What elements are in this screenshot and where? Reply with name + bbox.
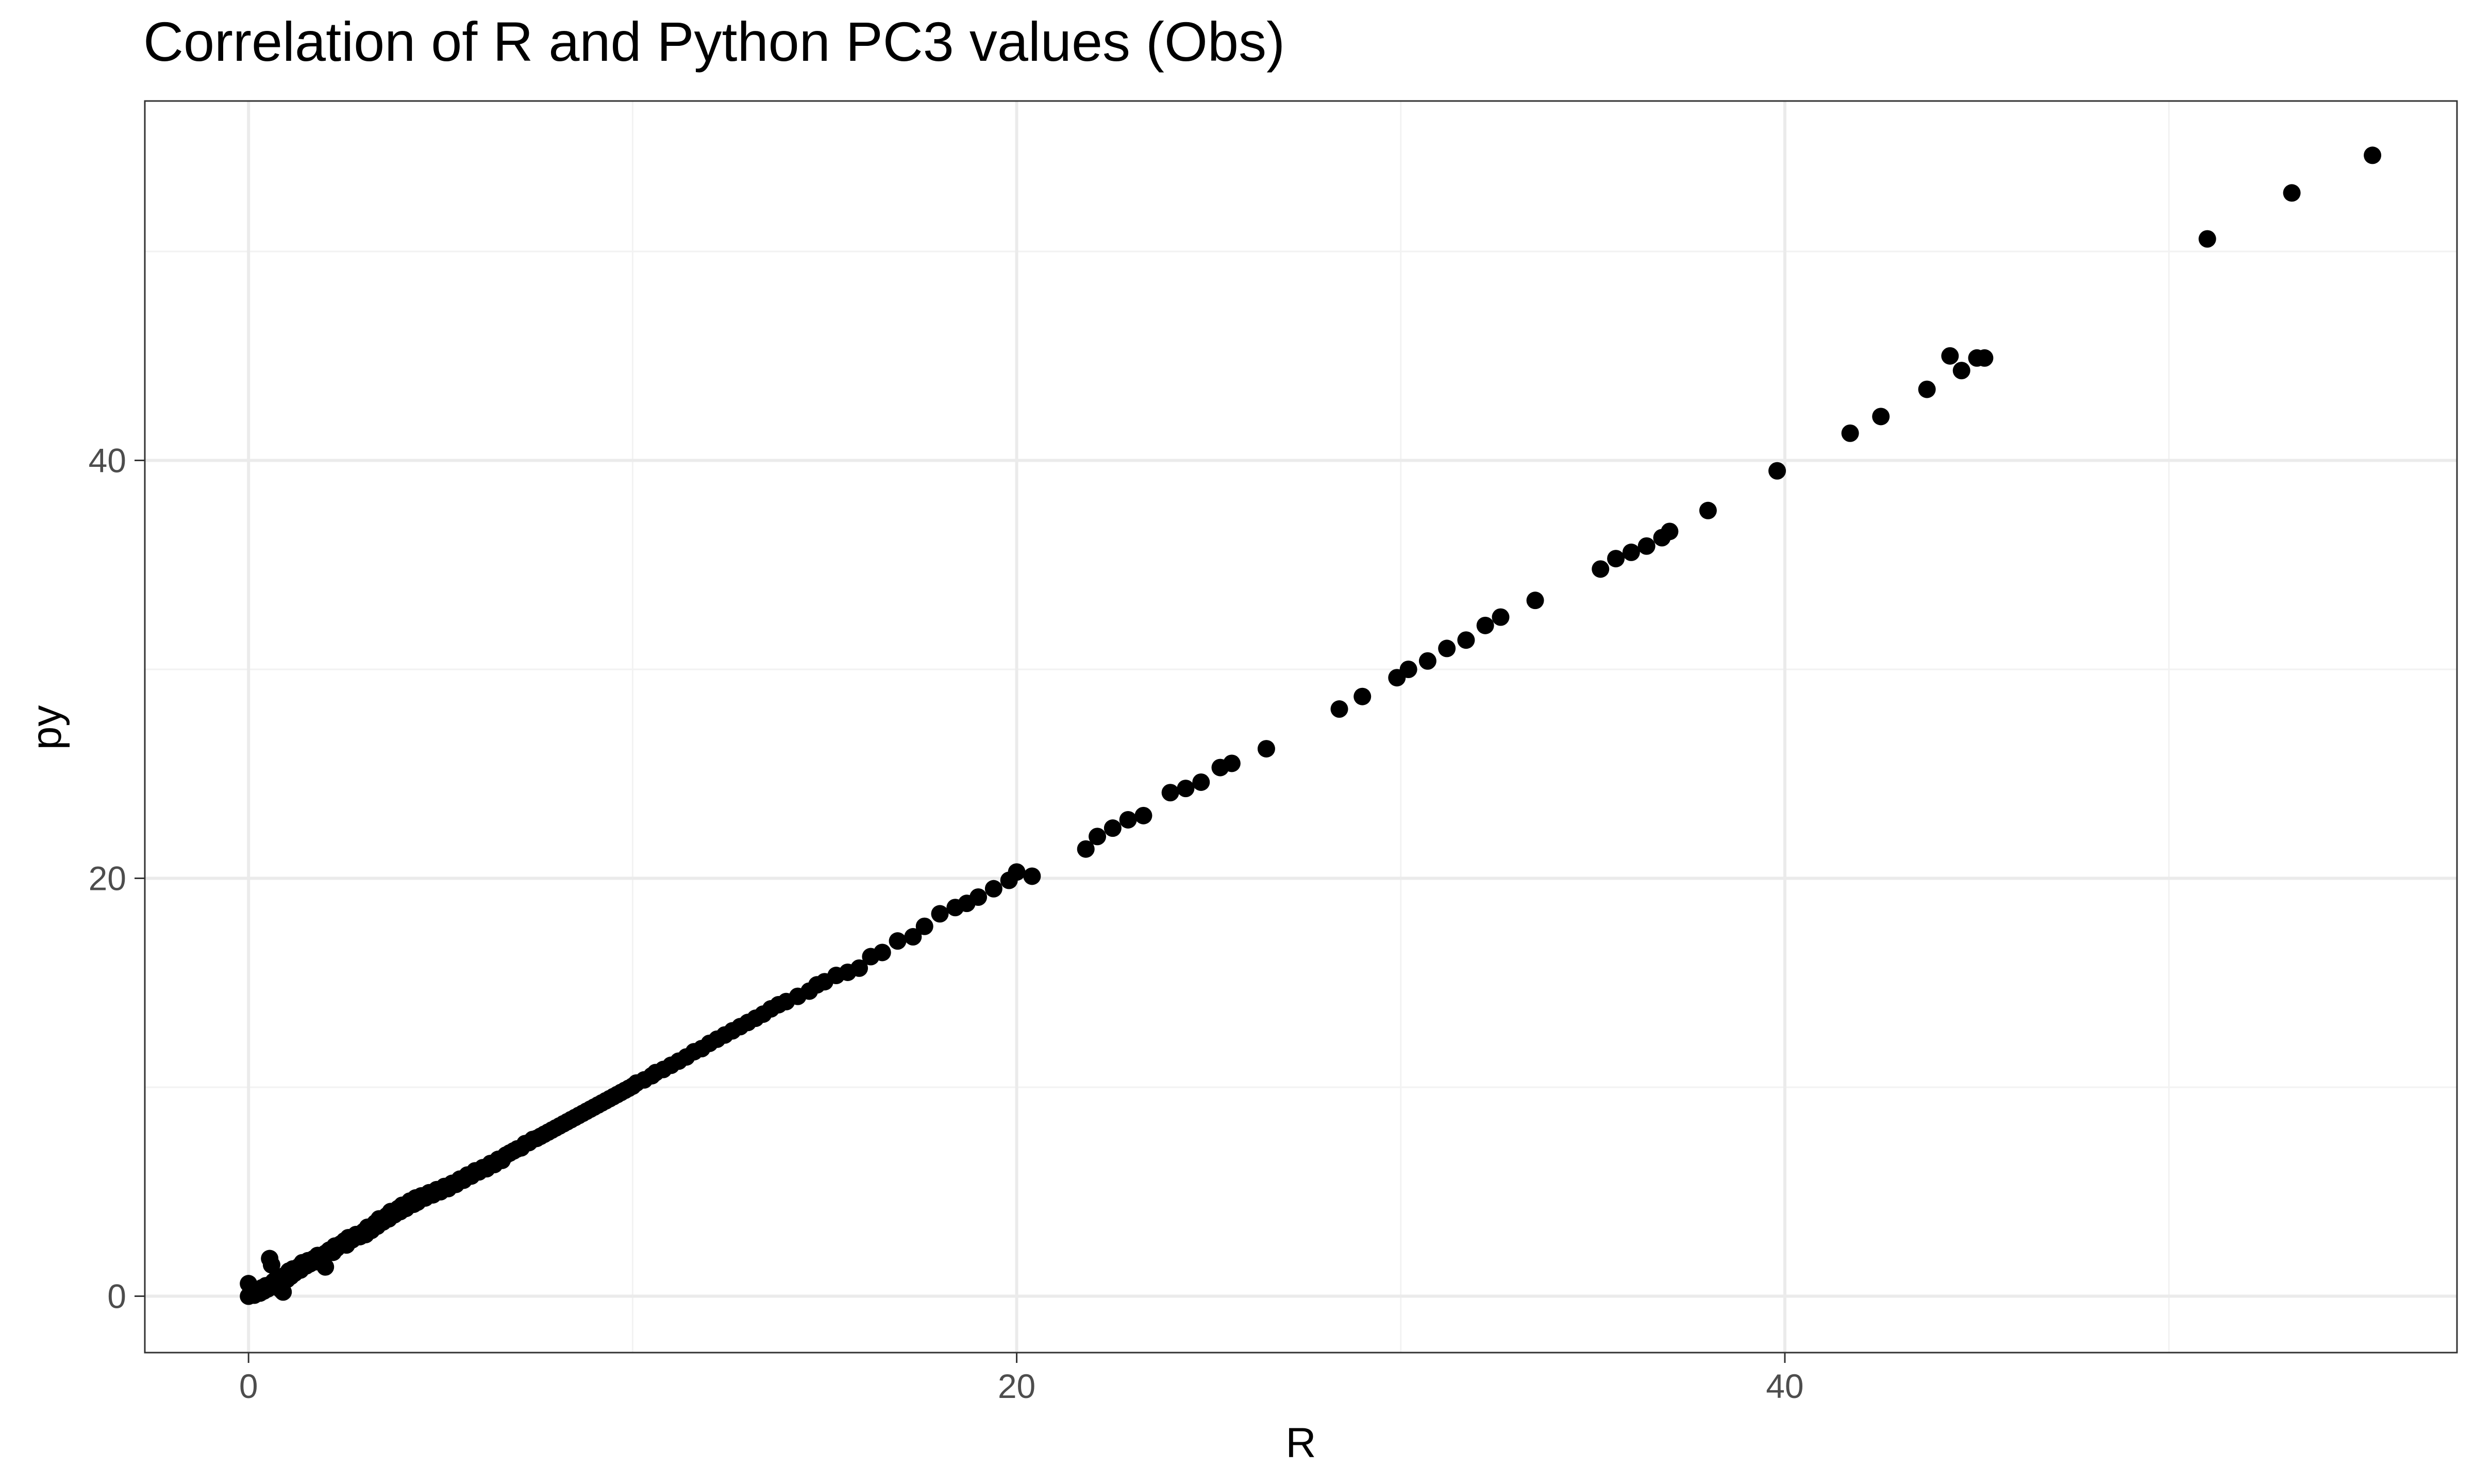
x-tick-label: 0 [239, 1367, 258, 1405]
x-axis-title: R [1285, 1420, 1316, 1466]
data-point [1161, 784, 1179, 802]
y-axis-title: py [23, 705, 70, 750]
y-axis: 0 20 40 [89, 441, 145, 1316]
data-point [969, 888, 988, 906]
chart-title: Correlation of R and Python PC3 values (… [143, 10, 1285, 73]
x-axis: 0 20 40 [239, 1353, 1804, 1405]
data-point [1438, 639, 1456, 657]
data-point [316, 1258, 335, 1276]
data-point [1192, 773, 1210, 791]
data-point [1119, 811, 1137, 829]
data-point [2198, 230, 2216, 248]
data-point [1023, 867, 1041, 885]
data-point [889, 932, 907, 950]
data-point [1637, 537, 1656, 555]
data-point [1661, 522, 1679, 541]
data-point [1457, 631, 1475, 649]
data-point [1399, 660, 1417, 678]
data-point [931, 905, 949, 923]
data-point [1492, 608, 1510, 626]
data-point [1134, 806, 1152, 824]
data-point [2283, 184, 2301, 202]
data-point [2364, 146, 2382, 164]
data-point [1177, 780, 1195, 798]
data-point [904, 928, 922, 946]
panel-border [144, 100, 2458, 1354]
data-point [873, 943, 891, 962]
data-point [1918, 380, 1936, 398]
data-point [1089, 828, 1107, 846]
major-gridlines [145, 101, 2457, 1353]
data-point [984, 880, 1002, 898]
data-point [1476, 616, 1494, 634]
y-tick-label: 20 [89, 859, 126, 897]
data-point [1622, 543, 1640, 561]
data-point [1330, 700, 1348, 718]
data-point [1257, 740, 1275, 758]
data-point [1223, 754, 1241, 772]
data-point [1976, 349, 1994, 367]
data-point [1008, 863, 1026, 881]
data-point [1607, 550, 1625, 568]
data-point [1699, 501, 1717, 519]
data-point [1941, 347, 1959, 365]
y-tick-label: 0 [107, 1277, 126, 1316]
data-point [1077, 840, 1095, 858]
data-point [915, 917, 933, 935]
data-point [1768, 462, 1786, 480]
data-point [1872, 408, 1890, 426]
data-point [1526, 592, 1544, 610]
data-point [1353, 687, 1372, 705]
data-point [850, 959, 868, 977]
data-point [1592, 560, 1610, 578]
plot-panel [144, 100, 2458, 1354]
data-point [1104, 819, 1122, 837]
y-tick-label: 40 [89, 441, 126, 479]
minor-gridlines [145, 101, 2457, 1353]
x-tick-label: 20 [998, 1367, 1035, 1405]
data-point [1418, 652, 1436, 670]
data-point [1952, 362, 1970, 380]
data-point [1841, 424, 1859, 442]
x-tick-label: 40 [1766, 1367, 1803, 1405]
data-points [240, 146, 2382, 1305]
